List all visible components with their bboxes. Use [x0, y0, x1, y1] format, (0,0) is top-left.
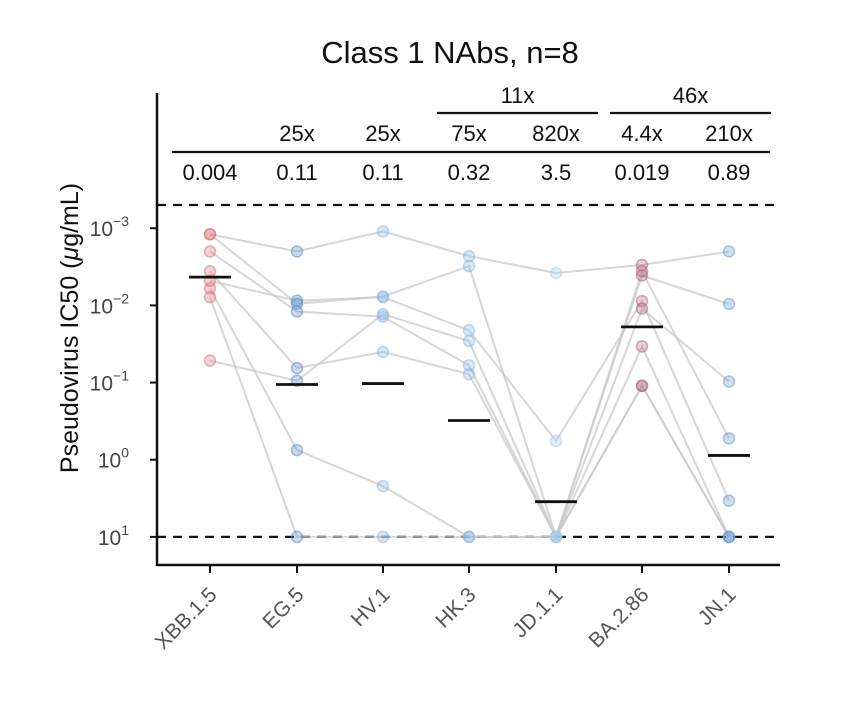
- y-axis-label: Pseudovirus IC50 (μg/mL): [56, 183, 84, 473]
- data-point: [462, 530, 476, 544]
- data-point: [462, 324, 476, 337]
- antibody-line: [209, 279, 730, 502]
- y-tick-label: 100: [98, 445, 129, 473]
- data-point: [203, 245, 217, 258]
- fold-change-label: 25x: [279, 121, 314, 146]
- geomean-label: 0.89: [708, 160, 751, 185]
- data-point: [462, 334, 476, 348]
- data-point: [462, 249, 476, 263]
- data-point: [203, 282, 217, 295]
- data-point: [376, 307, 390, 321]
- data-point: [549, 266, 563, 280]
- data-point: [290, 245, 304, 258]
- y-tick-label: 10−3: [90, 213, 130, 241]
- data-point: [462, 367, 476, 381]
- data-point: [722, 530, 736, 544]
- x-tick-label: HK.3: [431, 583, 480, 632]
- y-tick-label: 10−1: [90, 368, 130, 396]
- data-point: [290, 361, 304, 375]
- data-point: [722, 432, 736, 445]
- y-tick-exponent: 1: [121, 522, 129, 538]
- data-point: [635, 294, 649, 308]
- antibody-line: [209, 250, 730, 540]
- y-tick-label: 10−2: [90, 290, 130, 318]
- data-point: [462, 359, 476, 372]
- y-tick-base: 10: [90, 373, 113, 396]
- data-point: [376, 225, 390, 238]
- data-point: [290, 443, 304, 457]
- fold-change-label: 210x: [705, 121, 753, 146]
- y-tick-label: 101: [98, 522, 129, 550]
- x-tick-label: HV.1: [347, 583, 395, 631]
- data-point: [376, 479, 390, 493]
- y-tick-base: 10: [98, 527, 121, 550]
- y-tick-base: 10: [98, 450, 121, 473]
- y-tick-exponent: −2: [113, 290, 129, 306]
- median-bars: [189, 275, 750, 504]
- y-axis-label-suffix: g/mL): [56, 183, 84, 247]
- group-bracket-label: 46x: [673, 83, 708, 108]
- data-point: [290, 305, 304, 318]
- x-tick-label: EG.5: [258, 583, 308, 633]
- data-point: [203, 228, 217, 241]
- data-point: [549, 434, 563, 448]
- svg-text:Pseudovirus IC50 (μg/mL): Pseudovirus IC50 (μg/mL): [56, 183, 84, 473]
- x-ticks: XBB.1.5 EG.5 HV.1 HK.3 JD.1.1 BA.2.86 JN.1: [151, 565, 741, 654]
- geomean-label: 0.11: [362, 160, 403, 185]
- geomean-label: 0.32: [448, 160, 491, 185]
- data-point: [549, 530, 563, 544]
- antibody-line: [209, 268, 730, 540]
- fold-change-label: 75x: [451, 121, 486, 146]
- data-point: [290, 294, 304, 307]
- fold-change-label: 25x: [365, 121, 400, 146]
- x-tick-label: JD.1.1: [508, 583, 567, 642]
- group-bracket-label: 11x: [501, 83, 535, 108]
- data-point: [203, 354, 217, 367]
- y-tick-exponent: −1: [113, 368, 129, 384]
- data-point: [635, 340, 649, 353]
- y-tick-base: 10: [90, 218, 113, 241]
- data-point: [635, 269, 649, 282]
- data-point: [376, 345, 390, 359]
- geomean-label: 0.019: [614, 160, 669, 185]
- annotation-table: 11x 46x 25x 25x 75x 820x 4.4x 210x 0.004 0.11 0.11…: [172, 83, 771, 185]
- x-tick-label: XBB.1.5: [151, 583, 222, 654]
- geomean-label: 3.5: [541, 160, 572, 185]
- data-point: [722, 494, 736, 507]
- y-axis-label-mu: μ: [56, 247, 84, 262]
- y-tick-exponent: −3: [113, 213, 129, 229]
- data-point: [722, 297, 736, 311]
- data-point: [203, 290, 217, 304]
- data-point: [462, 259, 476, 273]
- fold-change-label: 820x: [532, 121, 580, 146]
- antibody-line: [209, 313, 730, 540]
- antibody-line: [209, 233, 730, 541]
- x-tick-label: JN.1: [694, 583, 741, 630]
- geomean-label: 0.11: [276, 160, 317, 185]
- data-point: [290, 530, 304, 544]
- geomean-label: 0.004: [182, 160, 237, 185]
- data-points: [203, 225, 736, 544]
- data-point: [635, 379, 649, 393]
- x-tick-label: BA.2.86: [584, 583, 653, 652]
- fold-change-label: 4.4x: [621, 121, 663, 146]
- data-point: [376, 290, 390, 304]
- data-point: [722, 245, 736, 258]
- data-point: [376, 530, 390, 544]
- chart-title: Class 1 NAbs, n=8: [321, 35, 579, 70]
- y-axis-label-prefix: Pseudovirus IC50 (: [56, 260, 84, 473]
- y-tick-exponent: 0: [121, 445, 129, 461]
- y-tick-base: 10: [90, 295, 113, 318]
- data-point: [635, 264, 649, 278]
- data-point: [722, 375, 736, 388]
